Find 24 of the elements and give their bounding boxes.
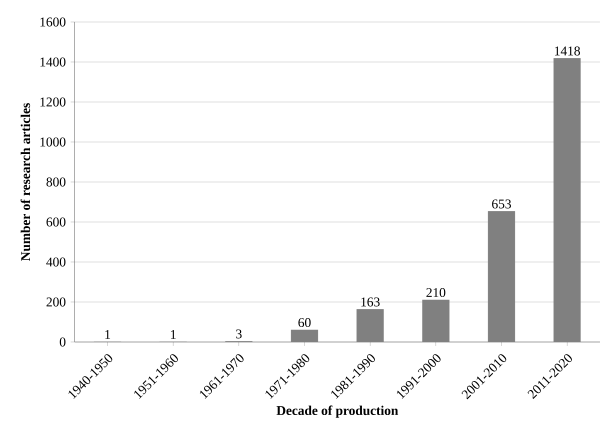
bar — [422, 300, 450, 342]
bar — [290, 330, 318, 342]
y-tick-label: 800 — [46, 177, 66, 186]
y-axis-title: Number of research articles — [20, 103, 30, 261]
y-tick-label: 1000 — [40, 137, 66, 146]
data-label: 210 — [426, 288, 446, 298]
data-label: 1418 — [555, 46, 580, 56]
data-label: 3 — [236, 330, 242, 338]
data-label: 1 — [105, 330, 110, 339]
y-tick-label: 600 — [46, 217, 66, 226]
y-tick-label: 1200 — [40, 97, 66, 106]
bar — [488, 211, 516, 342]
x-axis-title: Decade of production — [276, 406, 398, 418]
y-tick-label: 400 — [46, 257, 66, 266]
data-label: 163 — [361, 298, 380, 306]
y-tick-label: 200 — [46, 297, 66, 306]
bar — [554, 58, 581, 342]
y-tick-label: 0 — [60, 337, 66, 346]
data-label: 60 — [298, 318, 311, 328]
y-tick-label: 1600 — [40, 17, 66, 26]
data-label: 653 — [492, 200, 511, 208]
data-label: 1 — [171, 330, 176, 339]
y-tick-label: 1400 — [40, 57, 66, 66]
bar — [356, 309, 384, 342]
